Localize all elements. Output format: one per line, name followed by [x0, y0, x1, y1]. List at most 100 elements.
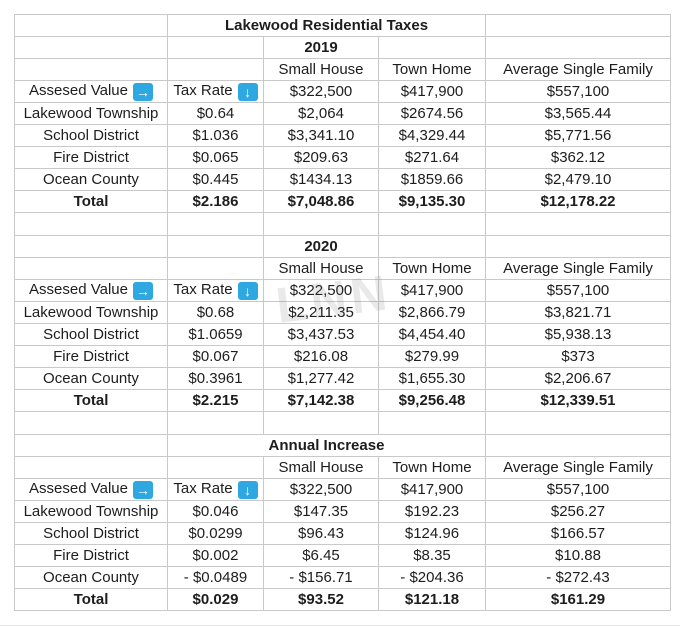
value-cell: $161.29: [485, 588, 671, 611]
row-label-cell: School District: [14, 522, 168, 545]
value-cell: $9,135.30: [378, 190, 486, 213]
value-cell: $2,206.67: [485, 367, 671, 390]
empty-cell: [485, 212, 671, 236]
row-label-cell: Ocean County: [14, 367, 168, 390]
value-cell: $256.27: [485, 500, 671, 523]
row-label-cell: Ocean County: [14, 566, 168, 589]
value-cell: $1,277.42: [263, 367, 379, 390]
value-cell: $3,437.53: [263, 323, 379, 346]
table-row: Total $2.186 $7,048.86 $9,135.30 $12,178.22: [14, 190, 671, 213]
value-cell: $1434.13: [263, 168, 379, 191]
row-label-cell: Fire District: [14, 146, 168, 169]
arrow-down-icon: ↓: [237, 282, 258, 300]
empty-cell: [14, 235, 168, 258]
spacer-row: [14, 411, 671, 435]
value-cell: - $204.36: [378, 566, 486, 589]
row-label-cell: School District: [14, 124, 168, 147]
assessed-value-label-cell: Assesed Value →: [14, 478, 168, 501]
spacer-row: [14, 212, 671, 236]
table-row: Lakewood Residential Taxes: [14, 14, 671, 37]
column-header: Small House: [263, 257, 379, 280]
tax-rate-cell: $0.3961: [167, 367, 264, 390]
tax-rate-cell: $0.0299: [167, 522, 264, 545]
empty-cell: [167, 36, 264, 59]
tax-rate-cell: $0.029: [167, 588, 264, 611]
assessed-value-cell: $557,100: [485, 279, 671, 302]
table-row: Total $2.215 $7,142.38 $9,256.48 $12,339.51: [14, 389, 671, 412]
tax-rate-cell: $2.215: [167, 389, 264, 412]
value-cell: $6.45: [263, 544, 379, 567]
tax-rate-cell: $0.68: [167, 301, 264, 324]
row-label-cell: Lakewood Township: [14, 102, 168, 125]
table-row: Fire District $0.002 $6.45 $8.35 $10.88: [14, 544, 671, 567]
value-cell: $373: [485, 345, 671, 368]
value-cell: $10.88: [485, 544, 671, 567]
assessed-value-cell: $557,100: [485, 80, 671, 103]
empty-cell: [263, 411, 379, 435]
column-header: Average Single Family: [485, 58, 671, 81]
tax-rate-cell: $2.186: [167, 190, 264, 213]
tax-rate-label: Tax Rate: [173, 480, 233, 497]
row-label-cell: Ocean County: [14, 168, 168, 191]
arrow-right-icon: →: [132, 481, 153, 499]
row-label-cell: Fire District: [14, 544, 168, 567]
value-cell: $96.43: [263, 522, 379, 545]
empty-cell: [167, 411, 264, 435]
arrow-right-icon: →: [132, 83, 153, 101]
assessed-value-cell: $417,900: [378, 279, 486, 302]
table-row: Assesed Value → Tax Rate ↓ $322,500 $417,900 $…: [14, 478, 671, 501]
empty-cell: [14, 257, 168, 280]
value-cell: - $156.71: [263, 566, 379, 589]
assessed-value-cell: $322,500: [263, 279, 379, 302]
assessed-value-cell: $322,500: [263, 478, 379, 501]
value-cell: $3,565.44: [485, 102, 671, 125]
empty-cell: [485, 14, 671, 37]
tax-rate-cell: $0.445: [167, 168, 264, 191]
tax-rate-label: Tax Rate: [173, 281, 233, 298]
table-row: Ocean County $0.445 $1434.13 $1859.66 $2,479…: [14, 168, 671, 191]
value-cell: $2,064: [263, 102, 379, 125]
value-cell: $5,771.56: [485, 124, 671, 147]
value-cell: $147.35: [263, 500, 379, 523]
tax-rate-cell: $0.065: [167, 146, 264, 169]
tax-rate-cell: - $0.0489: [167, 566, 264, 589]
value-cell: $3,821.71: [485, 301, 671, 324]
value-cell: $2674.56: [378, 102, 486, 125]
empty-cell: [378, 212, 486, 236]
empty-cell: [167, 58, 264, 81]
tax-rate-label-cell: Tax Rate ↓: [167, 279, 264, 302]
row-label-cell: Fire District: [14, 345, 168, 368]
row-label-cell: Lakewood Township: [14, 500, 168, 523]
empty-cell: [263, 212, 379, 236]
tax-rate-cell: $0.046: [167, 500, 264, 523]
table-row: School District $1.0659 $3,437.53 $4,454.40…: [14, 323, 671, 346]
table-row: Small House Town Home Average Single Famil…: [14, 257, 671, 280]
tax-rate-cell: $1.036: [167, 124, 264, 147]
row-label-cell: Lakewood Township: [14, 301, 168, 324]
total-label-cell: Total: [14, 190, 168, 213]
tax-rate-cell: $1.0659: [167, 323, 264, 346]
table-row: Lakewood Township $0.68 $2,211.35 $2,866.79…: [14, 301, 671, 324]
empty-cell: [378, 411, 486, 435]
table-row: Ocean County $0.3961 $1,277.42 $1,655.30 $2,…: [14, 367, 671, 390]
empty-cell: [14, 212, 168, 236]
value-cell: $271.64: [378, 146, 486, 169]
value-cell: $216.08: [263, 345, 379, 368]
empty-cell: [167, 257, 264, 280]
value-cell: $121.18: [378, 588, 486, 611]
value-cell: $209.63: [263, 146, 379, 169]
assessed-value-label: Assesed Value: [29, 82, 128, 99]
tax-rate-label: Tax Rate: [173, 82, 233, 99]
table-row: Fire District $0.065 $209.63 $271.64 $362.12: [14, 146, 671, 169]
year-label: 2019: [263, 36, 379, 59]
assessed-value-cell: $417,900: [378, 478, 486, 501]
value-cell: $2,211.35: [263, 301, 379, 324]
tax-rate-cell: $0.067: [167, 345, 264, 368]
empty-cell: [378, 36, 486, 59]
value-cell: $9,256.48: [378, 389, 486, 412]
table-row: Fire District $0.067 $216.08 $279.99 $373: [14, 345, 671, 368]
table-row: Lakewood Township $0.64 $2,064 $2674.56 $3,5…: [14, 102, 671, 125]
empty-cell: [14, 411, 168, 435]
value-cell: $5,938.13: [485, 323, 671, 346]
